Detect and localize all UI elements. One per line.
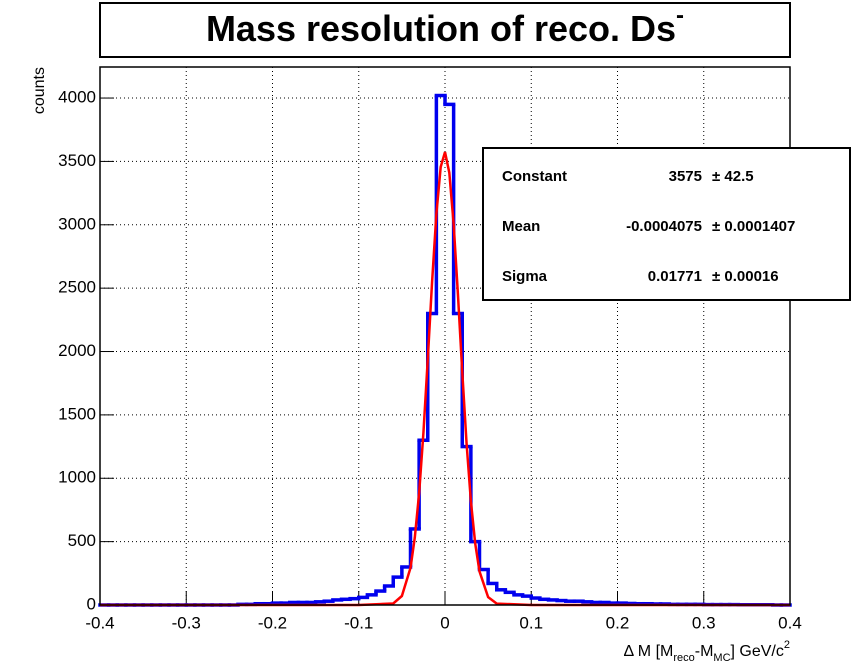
stat-value: -0.0004075 <box>626 218 702 235</box>
x-tick-label: -0.2 <box>258 613 287 632</box>
title-main: Mass resolution of reco. Ds <box>206 8 676 49</box>
fit-curve <box>100 151 790 607</box>
y-tick-label: 1500 <box>58 404 96 423</box>
stats-box: Constant 3575 ± 42.5 Mean -0.0004075 ± 0.0001… <box>482 147 851 301</box>
title-box <box>99 2 791 58</box>
x-tick-label: 0.2 <box>606 613 630 632</box>
x-tick-label: 0.4 <box>778 613 802 632</box>
x-label-sup: 2 <box>784 639 790 651</box>
frame <box>99 66 791 606</box>
y-tick-label: 500 <box>68 531 96 550</box>
stat-name: Mean <box>502 218 540 235</box>
x-label-part: ] GeV/c <box>731 643 784 660</box>
stat-value: 0.01771 <box>648 268 702 285</box>
stat-name: Constant <box>502 168 567 185</box>
stat-error: ± 42.5 <box>712 168 754 185</box>
x-axis-label: Δ M [Mreco-MMC] GeV/c2 <box>624 639 790 664</box>
y-tick-label: 1000 <box>58 468 96 487</box>
y-axis-label: counts <box>31 67 48 114</box>
x-tick-label: 0.1 <box>519 613 543 632</box>
x-tick-label: 0 <box>440 613 449 632</box>
y-tick-label: 2000 <box>58 341 96 360</box>
chart-title: Mass resolution of reco. Ds- <box>206 2 684 48</box>
x-label-part: -M <box>695 643 714 660</box>
stat-error: ± 0.0001407 <box>712 218 795 235</box>
y-tick-label: 3000 <box>58 214 96 233</box>
stats-frame <box>482 147 851 301</box>
x-tick-label: 0.3 <box>692 613 716 632</box>
x-tick-label: -0.1 <box>344 613 373 632</box>
stat-error: ± 0.00016 <box>712 268 779 285</box>
x-label-sub: MC <box>713 652 730 664</box>
x-tick-label: -0.3 <box>172 613 201 632</box>
stat-name: Sigma <box>502 268 548 285</box>
y-tick-label: 2500 <box>58 278 96 297</box>
x-tick-label: -0.4 <box>85 613 114 632</box>
x-label-sub: reco <box>673 652 694 664</box>
y-tick-label: 3500 <box>58 151 96 170</box>
stat-value: 3575 <box>669 168 702 185</box>
x-label-part: Δ M [M <box>624 643 674 660</box>
title-sup: - <box>676 2 684 29</box>
y-tick-label: 0 <box>87 594 96 613</box>
y-tick-label: 4000 <box>58 88 96 107</box>
